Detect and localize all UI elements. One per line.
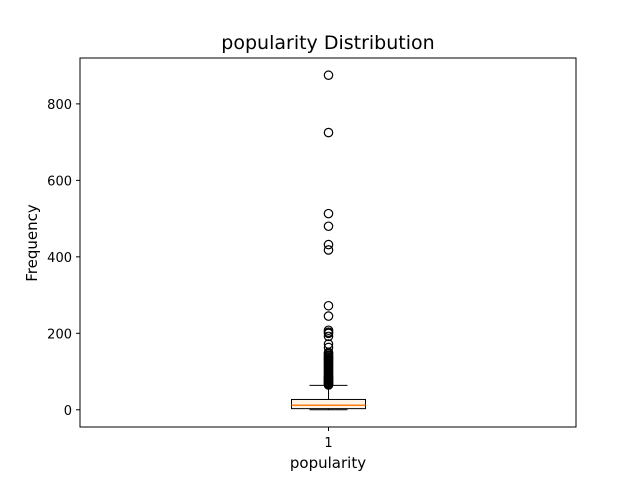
outlier-point	[323, 70, 334, 81]
y-tick-label: 0	[64, 404, 72, 419]
outlier-point	[323, 127, 334, 138]
outlier-point	[323, 300, 334, 311]
outlier-point	[323, 221, 334, 232]
y-tick-label: 800	[47, 98, 72, 113]
x-tick-label: 1	[324, 436, 332, 451]
y-tick-label: 400	[47, 251, 72, 266]
outlier-point	[323, 239, 334, 250]
outlier-point	[323, 328, 334, 339]
x-axis-title: popularity	[290, 454, 366, 472]
y-axis: 0 200 400 600 800	[47, 98, 80, 419]
chart-title: popularity Distribution	[221, 32, 434, 54]
x-axis: 1	[324, 427, 333, 451]
box	[291, 398, 366, 410]
boxes	[291, 70, 366, 411]
y-tick-label: 600	[47, 174, 72, 189]
outlier-point	[323, 380, 334, 390]
outlier-point	[323, 311, 334, 321]
outlier-point	[323, 208, 334, 219]
box-group	[291, 70, 366, 411]
outlier-point	[323, 245, 334, 255]
outlier-point	[323, 331, 334, 342]
y-axis-title: Frequency	[23, 204, 41, 282]
y-tick-label: 200	[47, 327, 72, 342]
